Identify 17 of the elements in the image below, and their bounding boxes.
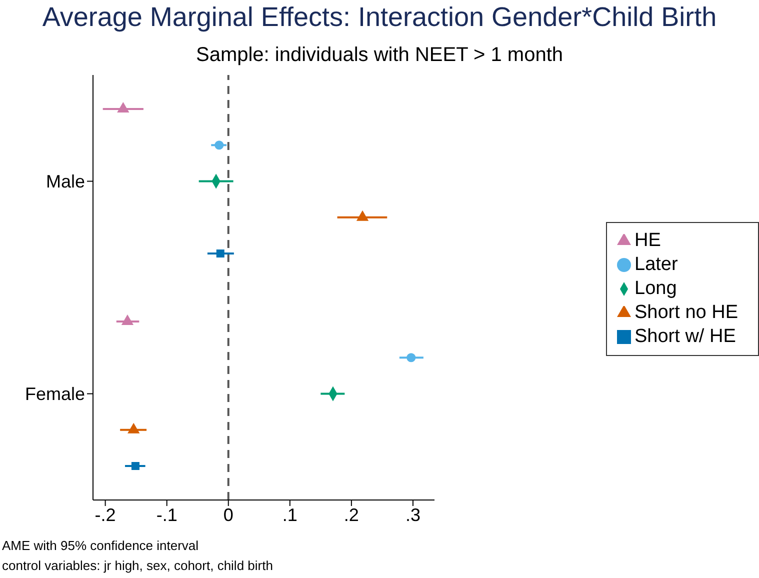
legend-label: Short no HE [634,302,738,323]
x-tick-label: .2 [344,504,359,525]
x-tick-label: .3 [405,504,420,525]
chart-title: Average Marginal Effects: Interaction Gender*Child Birth [41,2,718,33]
y-tick-label: Male [46,172,85,192]
x-tick-label: -.1 [156,504,178,525]
legend-label: HE [634,230,661,251]
legend-label: Short w/ HE [634,326,736,347]
x-tick-label: 0 [223,504,234,525]
legend-label: Later [634,254,678,275]
text: control variables: jr high, sex, cohort, child birth [2,558,273,573]
text: AME with 95% confidence interval [2,538,199,553]
chart-subtitle: Sample: individuals with NEET > 1 month [194,44,564,67]
legend-label: Long [634,278,677,299]
x-tick-label: .1 [282,504,298,525]
x-tick-label: -.2 [94,504,116,525]
y-tick-label: Female [24,384,85,404]
